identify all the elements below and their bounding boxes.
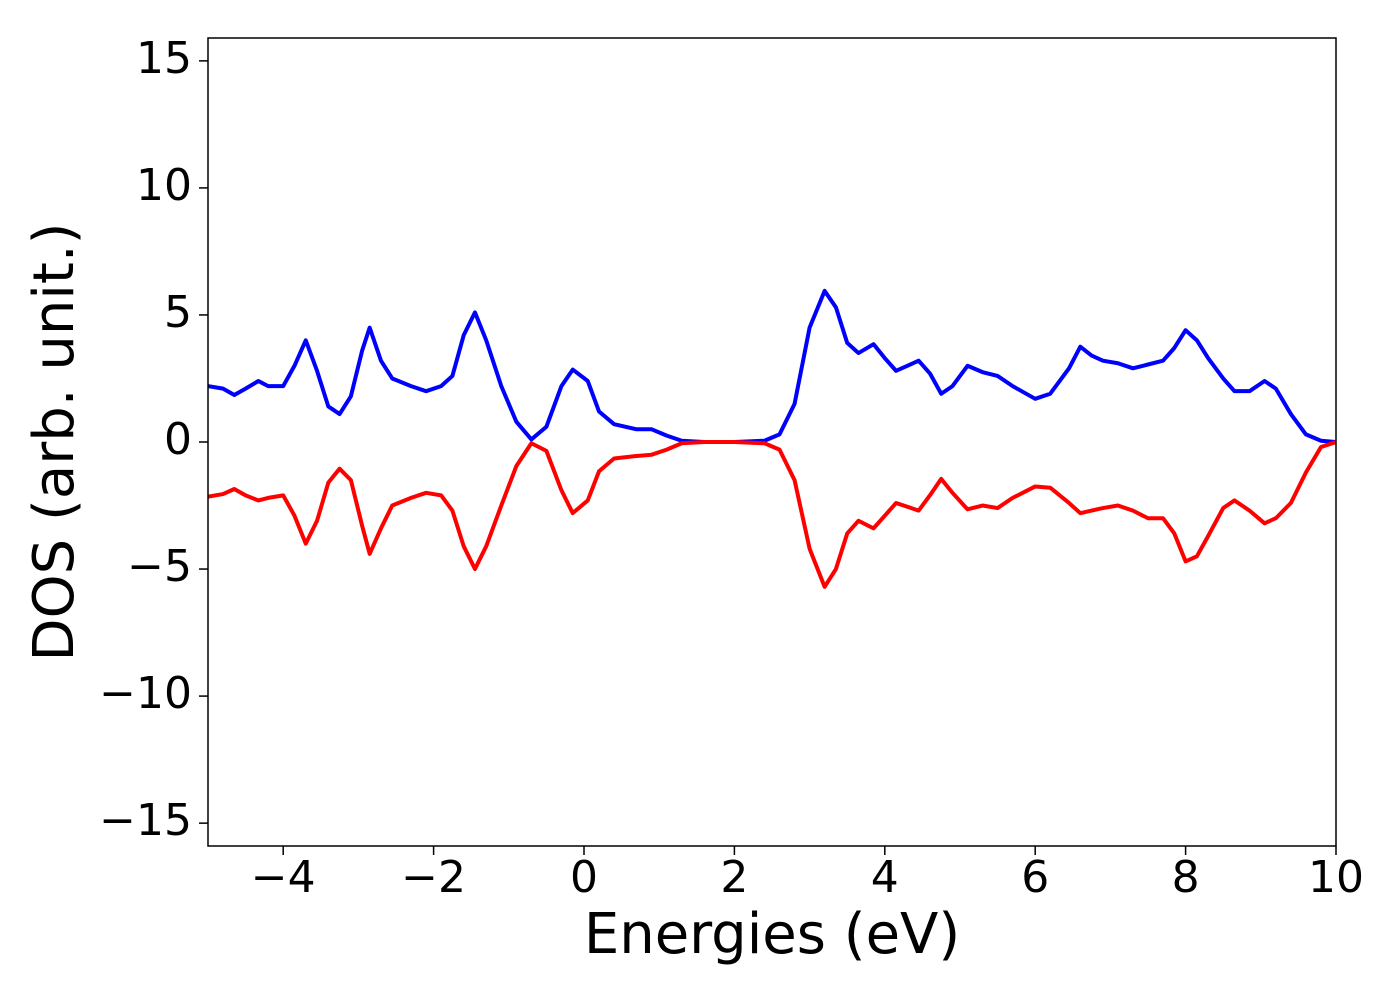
- y-tick-label: −10: [99, 668, 192, 719]
- x-axis-label: Energies (eV): [584, 902, 960, 967]
- y-tick-label: −15: [99, 795, 192, 846]
- x-tick-label: 8: [1172, 852, 1200, 903]
- x-tick-label: −4: [251, 852, 316, 903]
- y-tick-label: 10: [136, 160, 192, 211]
- x-tick-label: 4: [871, 852, 899, 903]
- y-tick-label: 5: [164, 287, 192, 338]
- y-tick-label: 0: [164, 414, 192, 465]
- y-tick-label: −5: [127, 541, 192, 592]
- plot-frame: [207, 37, 1337, 847]
- y-tick-label: 15: [136, 33, 192, 84]
- x-tick-label: −2: [401, 852, 466, 903]
- x-tick-label: 0: [570, 852, 598, 903]
- x-tick-label: 10: [1308, 852, 1364, 903]
- x-tick-label: 2: [720, 852, 748, 903]
- dos-line: [208, 288, 1336, 444]
- y-axis-label: DOS (arb. unit.): [22, 222, 87, 661]
- x-tick-label: 6: [1021, 852, 1049, 903]
- dos-line: [208, 440, 1336, 589]
